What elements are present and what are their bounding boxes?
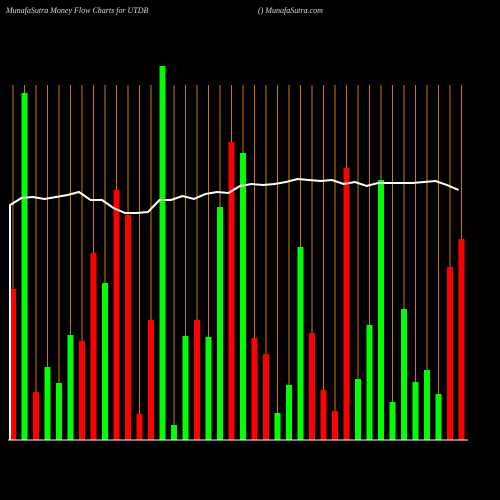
bar: [217, 207, 223, 440]
bar: [366, 325, 373, 440]
money-flow-line: [9, 177, 459, 440]
bar: [56, 383, 62, 440]
bar: [44, 367, 51, 440]
bar: [171, 425, 177, 440]
bar: [228, 142, 235, 440]
bar: [424, 370, 430, 440]
bar: [389, 402, 396, 440]
bar: [33, 392, 39, 440]
bar: [10, 289, 16, 440]
bar: [148, 320, 154, 440]
bar: [205, 337, 212, 440]
bar: [343, 168, 350, 440]
bar: [297, 247, 304, 440]
bar: [263, 354, 269, 440]
bar: [286, 385, 292, 440]
bar: [194, 320, 200, 440]
bar: [251, 338, 258, 440]
bar: [240, 153, 246, 440]
bar: [458, 239, 465, 440]
bar: [21, 93, 28, 440]
bar: [447, 267, 453, 440]
bar: [159, 66, 166, 440]
bar: [125, 215, 131, 440]
bar: [412, 382, 419, 440]
chart-subtitle: () MunafaSutra.com: [258, 6, 323, 15]
bar: [102, 283, 108, 440]
bar: [401, 309, 407, 440]
bar: [90, 253, 97, 440]
bar: [332, 411, 338, 440]
chart-title: MunafaSutra Money Flow Charts for UTDB: [5, 6, 149, 15]
bar: [67, 335, 74, 440]
bar: [79, 341, 85, 440]
bar: [309, 333, 315, 440]
bar: [435, 394, 442, 440]
bar: [355, 379, 361, 440]
bar: [320, 390, 327, 440]
bar: [113, 190, 120, 440]
bar: [378, 180, 384, 440]
bar: [182, 336, 189, 440]
bar: [274, 413, 281, 440]
bar: [136, 414, 143, 440]
